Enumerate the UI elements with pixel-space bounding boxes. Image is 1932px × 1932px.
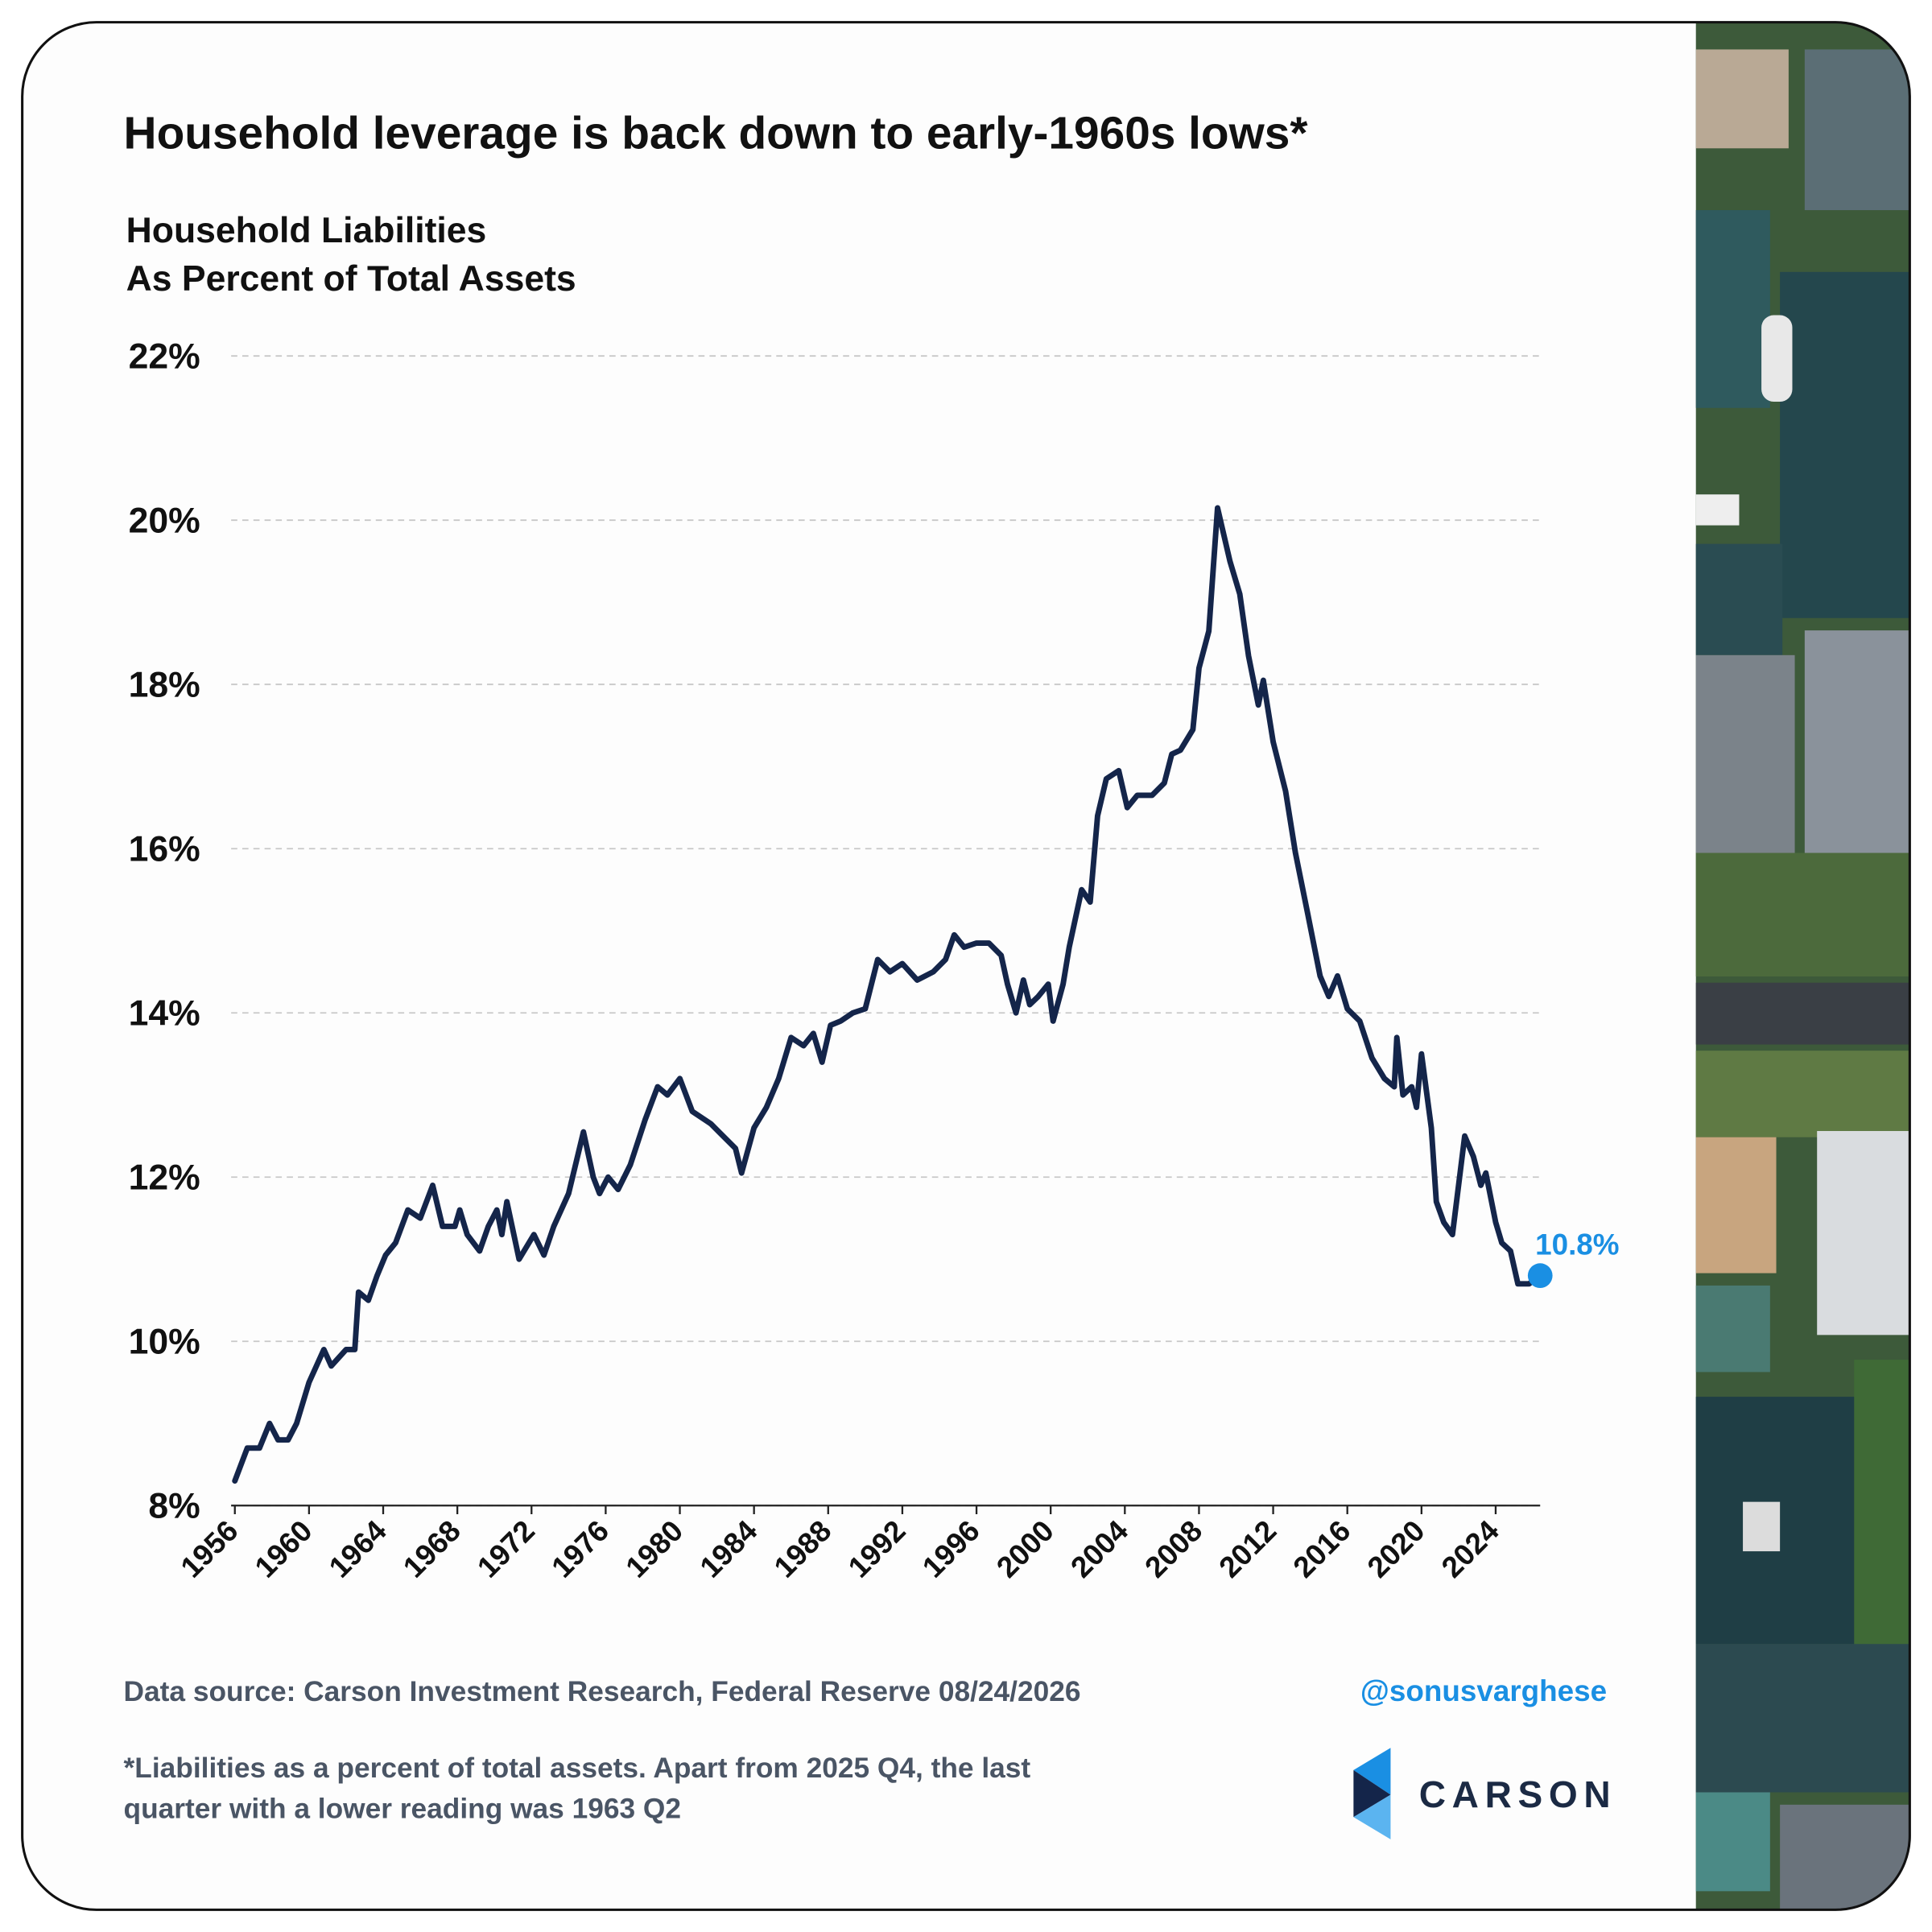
author-handle: @sonusvarghese [1360,1674,1607,1707]
chart-subtitle: As Percent of Total Assets [126,259,576,299]
y-tick-label: 20% [129,502,200,541]
y-tick-label: 16% [129,830,200,869]
chart-title: Household leverage is back down to early… [124,108,1309,159]
y-tick-label: 18% [129,666,200,705]
footnote: quarter with a lower reading was 1963 Q2 [124,1794,681,1825]
data-line [232,505,1543,1484]
brand-logo [1353,1748,1391,1839]
source-note: Data source: Carson Investment Research,… [124,1676,1081,1707]
y-tick-label: 8% [148,1487,200,1526]
y-tick-label: 22% [129,337,200,377]
card-border [21,21,1911,1911]
card [22,22,1910,1910]
end-point [1527,1263,1553,1288]
footnote: *Liabilities as a percent of total asset… [124,1752,1031,1784]
y-tick-label: 10% [129,1323,200,1362]
chart-subtitle: Household Liabilities [126,211,487,250]
data-label: 10.8% [1535,1228,1619,1261]
brand-name: CARSON [1419,1773,1617,1815]
aerial-photo [1695,22,1910,1910]
y-tick-label: 12% [129,1158,200,1198]
y-tick-label: 14% [129,994,200,1034]
